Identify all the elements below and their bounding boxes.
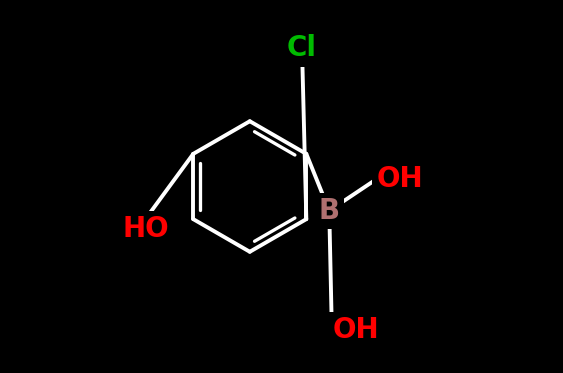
Text: B: B [319, 197, 340, 225]
Text: HO: HO [123, 215, 169, 244]
Text: OH: OH [377, 165, 423, 193]
Text: OH: OH [333, 316, 379, 344]
Text: Cl: Cl [287, 34, 317, 63]
